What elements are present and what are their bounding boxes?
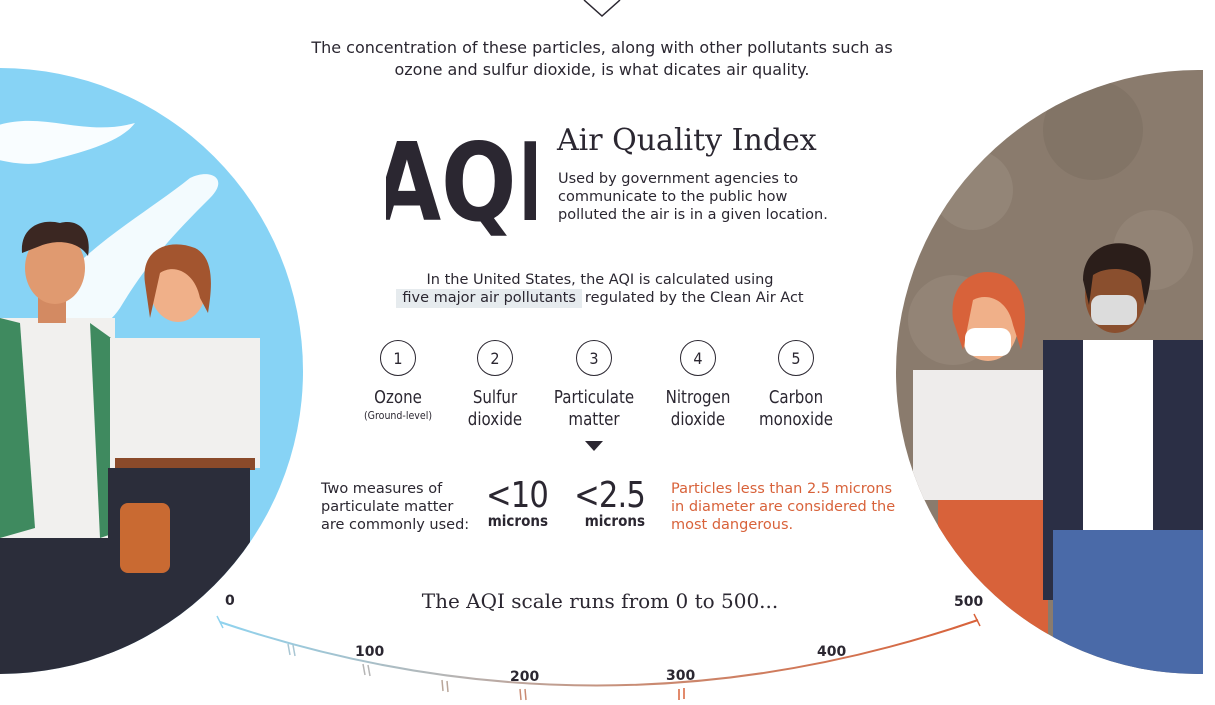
measures-label: Two measures of particulate matter are c… [321,481,470,533]
us-aqi-text: In the United States, the AQI is calcula… [300,271,900,308]
aqi-logo: AQI [386,120,536,238]
pm25-measure: <2.5 microns [560,475,646,531]
pollutant-name: Ozone [374,388,422,408]
pollutant-name: Carbon [768,388,824,408]
aqi-title: Air Quality Index [557,123,817,158]
scale-tick-label: 200 [510,669,540,685]
aqi-description: Used by government agencies to communica… [558,171,828,223]
pollutant-name: Sulfur [472,388,518,408]
pm10-value: <10 [485,475,549,516]
pm10-unit: microns [487,512,548,530]
danger-note: Particles less than 2.5 microns in diame… [671,481,896,533]
pollutant-carbon-monoxide: 5 Carbon monoxide [741,340,851,431]
pollutant-name: Particulate [553,388,635,408]
scale-title: The AQI scale runs from 0 to 500... [421,589,779,613]
pollutant-number: 3 [576,340,612,376]
chevron-down-icon [583,0,621,18]
scale-tick-label: 100 [355,644,385,660]
triangle-down-icon [585,441,603,451]
clean-air-illustration [0,68,303,674]
pollutant-number: 5 [778,340,814,376]
pm25-value: <2.5 [574,475,646,516]
us-text-line1: In the United States, the AQI is calcula… [426,272,774,288]
scale-tick-label: 300 [666,668,696,684]
scale-tick-label: 0 [225,593,235,609]
aqi-abbrev: AQI [386,120,536,238]
pollutant-name-line2: monoxide [758,410,834,430]
pollutant-name-line2: matter [568,410,620,430]
aqi-scale-arc [216,613,981,701]
intro-text: The concentration of these particles, al… [311,38,893,79]
pollutant-name: Nitrogen [665,388,731,408]
pollutant-name-line2: dioxide [467,410,523,430]
scale-tick-label: 400 [817,644,847,660]
pm10-measure: <10 microns [470,475,549,531]
highlight-pollutants: five major air pollutants [396,289,582,308]
pollutant-particulate-matter: 3 Particulate matter [539,340,649,431]
polluted-air-illustration [896,70,1203,674]
pollutant-subtitle: (Ground-level) [363,409,433,422]
pollutant-number: 1 [380,340,416,376]
pollutant-nitrogen-dioxide: 4 Nitrogen dioxide [643,340,753,431]
pollutant-name-line2: dioxide [670,410,726,430]
pollutant-number: 4 [680,340,716,376]
pollutant-number: 2 [477,340,513,376]
pollutant-ozone: 1 Ozone (Ground-level) [343,340,453,422]
us-text-line2-rest: regulated by the Clean Air Act [584,290,804,306]
us-text-line2: five major air pollutants regulated by th… [300,289,900,308]
scale-tick-label: 500 [954,594,984,610]
pm25-unit: microns [584,512,645,530]
pollutant-sulfur-dioxide: 2 Sulfur dioxide [440,340,550,431]
